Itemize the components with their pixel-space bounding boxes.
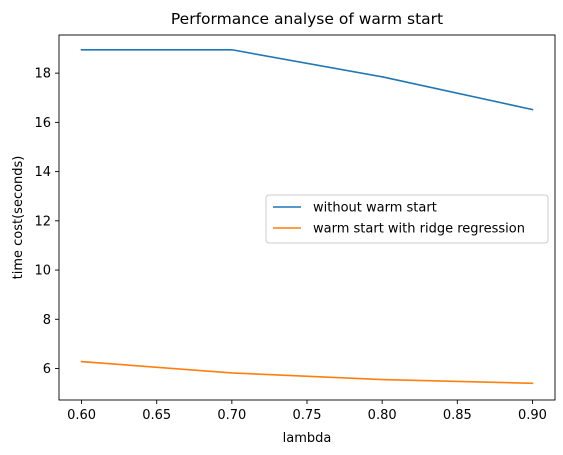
x-tick-label: 0.60 — [67, 408, 96, 423]
legend-box — [265, 194, 549, 244]
y-axis: 6 8 10 12 14 16 18 — [34, 67, 59, 377]
series-line-1 — [80, 48, 534, 111]
x-axis: 0.60 0.65 0.70 0.75 0.80 0.85 0.90 — [67, 400, 547, 423]
y-tick-label: 6 — [43, 362, 51, 377]
x-tick-label: 0.75 — [293, 408, 322, 423]
legend: without warm start warm start with ridge … — [265, 194, 549, 244]
chart-title: Performance analyse of warm start — [171, 10, 443, 28]
y-tick-label: 10 — [34, 264, 51, 279]
x-tick-label: 0.85 — [443, 408, 472, 423]
x-tick-label: 0.90 — [518, 408, 547, 423]
legend-label-2: warm start with ridge regression — [313, 222, 525, 237]
y-axis-label: time cost(seconds) — [11, 156, 26, 280]
y-tick-label: 16 — [34, 116, 51, 131]
y-tick-label: 8 — [43, 313, 51, 328]
y-tick-label: 12 — [34, 214, 51, 229]
legend-label-1: without warm start — [313, 201, 437, 216]
x-axis-label: lambda — [283, 431, 332, 446]
x-tick-label: 0.80 — [368, 408, 397, 423]
series-line-2 — [80, 360, 534, 385]
y-tick-label: 18 — [34, 67, 51, 82]
x-tick-label: 0.65 — [142, 408, 171, 423]
y-tick-label: 14 — [34, 165, 51, 180]
x-tick-label: 0.70 — [217, 408, 246, 423]
